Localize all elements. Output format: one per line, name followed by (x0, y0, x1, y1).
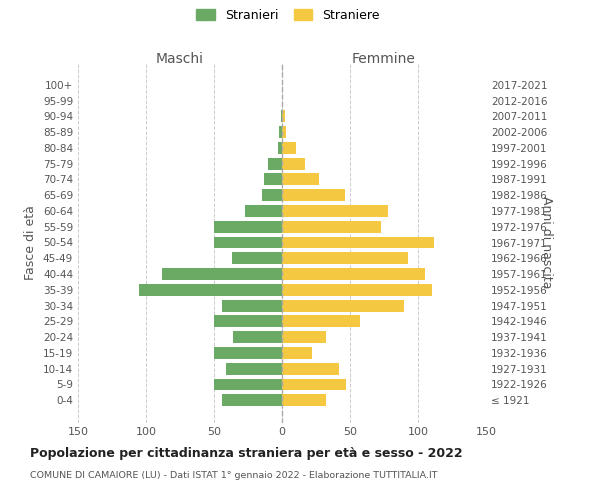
Bar (222, 300, 282, 312)
Bar (282, 205, 388, 217)
Bar (282, 190, 344, 201)
Bar (279, 126, 282, 138)
Y-axis label: Fasce di età: Fasce di età (25, 205, 37, 280)
Bar (282, 158, 305, 170)
Bar (262, 190, 282, 201)
Bar (282, 268, 425, 280)
Bar (282, 316, 359, 328)
Bar (282, 221, 381, 232)
Bar (163, 268, 282, 280)
Bar (214, 221, 282, 232)
Bar (282, 110, 285, 122)
Bar (281, 110, 282, 122)
Bar (282, 252, 409, 264)
Bar (222, 394, 282, 406)
Bar (282, 300, 404, 312)
Bar (278, 142, 282, 154)
Bar (282, 284, 431, 296)
Bar (282, 236, 434, 248)
Bar (268, 158, 282, 170)
Bar (282, 174, 319, 186)
Text: Femmine: Femmine (352, 52, 416, 66)
Y-axis label: Anni di nascita: Anni di nascita (540, 196, 553, 289)
Bar (232, 252, 282, 264)
Bar (226, 363, 282, 374)
Bar (214, 378, 282, 390)
Bar (233, 331, 282, 343)
Bar (282, 142, 296, 154)
Text: Maschi: Maschi (156, 52, 204, 66)
Text: COMUNE DI CAMAIORE (LU) - Dati ISTAT 1° gennaio 2022 - Elaborazione TUTTITALIA.I: COMUNE DI CAMAIORE (LU) - Dati ISTAT 1° … (30, 471, 437, 480)
Bar (214, 347, 282, 359)
Bar (282, 363, 339, 374)
Bar (282, 378, 346, 390)
Bar (265, 174, 282, 186)
Bar (282, 126, 286, 138)
Bar (282, 331, 326, 343)
Bar (282, 394, 326, 406)
Bar (214, 316, 282, 328)
Bar (214, 236, 282, 248)
Bar (245, 205, 282, 217)
Bar (282, 347, 312, 359)
Bar (139, 284, 282, 296)
Text: Popolazione per cittadinanza straniera per età e sesso - 2022: Popolazione per cittadinanza straniera p… (30, 448, 463, 460)
Legend: Stranieri, Straniere: Stranieri, Straniere (196, 8, 380, 22)
